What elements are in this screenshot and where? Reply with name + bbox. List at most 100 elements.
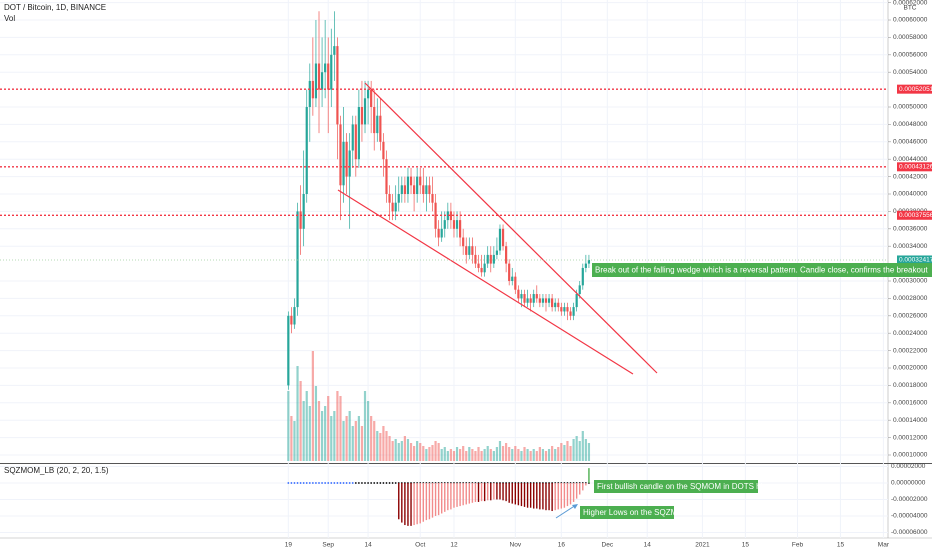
candle-body xyxy=(370,89,373,108)
candle-body xyxy=(575,294,578,308)
volume-bar xyxy=(544,451,548,461)
candle-body xyxy=(492,254,495,264)
squeeze-dot xyxy=(315,482,317,484)
volume-bar xyxy=(293,421,296,461)
candle-body xyxy=(563,307,566,312)
level-label-box xyxy=(897,162,932,172)
volume-bar xyxy=(495,447,499,461)
x-tick-label: 16 xyxy=(558,542,566,549)
volume-bar xyxy=(308,406,311,461)
volume-bar xyxy=(428,447,431,461)
candle-body xyxy=(474,254,477,264)
volume-bar xyxy=(551,446,554,461)
volume-bar xyxy=(354,421,357,461)
squeeze-dot xyxy=(339,482,342,484)
candle-body xyxy=(501,228,505,247)
candle-body xyxy=(308,80,311,108)
candle-body xyxy=(379,115,382,142)
candle-body xyxy=(314,63,318,99)
volume-bar xyxy=(462,446,465,461)
candle-body xyxy=(440,228,443,238)
x-tick-label: Nov xyxy=(510,542,522,549)
squeeze-dot xyxy=(357,482,360,484)
y-tick-label: 0.00040000 xyxy=(893,191,928,198)
volume-bar xyxy=(373,421,376,461)
candle-body xyxy=(388,194,391,203)
volume-bar xyxy=(345,416,348,461)
squeeze-dot xyxy=(287,482,290,484)
volume-bar xyxy=(434,441,437,461)
candle-body xyxy=(498,228,502,251)
annotation: First bullish candle on the SQMOM in DOT… xyxy=(597,482,780,491)
y-tick-label: 0.00018000 xyxy=(893,382,928,389)
symbol-title: DOT / Bitcoin, 1D, BINANCE xyxy=(4,3,106,12)
volume-bar xyxy=(492,451,495,461)
volume-bar xyxy=(431,445,434,461)
candle-body xyxy=(357,107,360,160)
volume-bar xyxy=(505,443,508,461)
volume-bar xyxy=(443,447,446,461)
squeeze-dot xyxy=(367,482,369,484)
candle-body xyxy=(382,141,385,160)
squeeze-dot xyxy=(336,482,339,484)
y-tick-label: 0.00060000 xyxy=(893,17,928,24)
x-tick-label: Dec xyxy=(602,542,614,549)
volume-bar xyxy=(296,366,299,461)
x-tick-label: 14 xyxy=(644,542,652,549)
volume-bar xyxy=(584,439,587,461)
volume-bar xyxy=(480,451,483,461)
squeeze-dot xyxy=(345,482,348,484)
candle-body xyxy=(544,298,548,303)
volume-bar xyxy=(514,446,517,461)
candle-body xyxy=(471,246,474,255)
volume-bar xyxy=(330,416,333,461)
squeeze-dot xyxy=(391,482,394,484)
candle-body xyxy=(336,46,339,125)
volume-bar xyxy=(529,451,532,461)
level-label: 0.00037556 xyxy=(899,212,932,219)
volume-bar xyxy=(382,426,385,461)
x-tick-label: Oct xyxy=(415,542,425,549)
candle-body xyxy=(351,124,354,151)
candle-body xyxy=(434,202,437,229)
candle-body xyxy=(520,294,523,299)
candle-body xyxy=(373,107,376,134)
candle-body xyxy=(483,263,486,273)
volume-bar xyxy=(388,436,391,461)
candle-body xyxy=(486,254,489,264)
candle-body xyxy=(302,194,305,229)
volume-bar xyxy=(581,431,584,461)
candle-body xyxy=(560,307,563,312)
volume-bar xyxy=(400,441,403,461)
candle-body xyxy=(409,176,413,186)
volume-bar xyxy=(425,449,428,461)
candle-body xyxy=(566,307,569,312)
candle-body xyxy=(330,54,333,90)
volume-bar xyxy=(320,411,324,461)
candle-body xyxy=(489,254,492,264)
level-label: 0.00052051 xyxy=(899,86,932,93)
y-tick-label: 0.00020000 xyxy=(893,365,928,372)
unit-label: BTC xyxy=(904,5,917,12)
candle-body xyxy=(554,302,557,308)
level-label: 0.00043126 xyxy=(899,164,932,171)
overlays: 0.00052051 0.00043126 0.00037556 0.00032417… xyxy=(0,84,932,526)
volume-bar xyxy=(324,406,327,461)
candle-body xyxy=(437,228,440,238)
volume-bar xyxy=(477,447,480,461)
x-tick-label: 19 xyxy=(285,542,293,549)
volume-bar xyxy=(348,411,351,461)
candle-body xyxy=(406,176,410,195)
squeeze-dot xyxy=(364,482,366,484)
candle-body xyxy=(569,311,572,316)
candle-body xyxy=(419,176,422,186)
candle-body xyxy=(581,267,584,286)
candle-body xyxy=(517,289,520,299)
x-tick-label: Sep xyxy=(322,542,334,549)
candle-body xyxy=(535,294,538,299)
candle-body xyxy=(480,267,483,273)
candle-body xyxy=(455,220,459,229)
candle-body xyxy=(403,185,406,195)
volume-bar xyxy=(517,449,520,461)
